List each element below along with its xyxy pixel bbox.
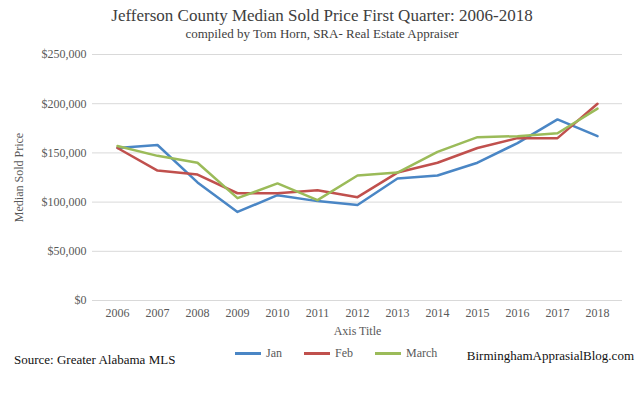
- svg-text:2012: 2012: [346, 306, 370, 320]
- svg-text:$150,000: $150,000: [42, 146, 87, 160]
- svg-text:2006: 2006: [106, 306, 130, 320]
- html-text:Source: Greater Alabama MLS: Source: Greater Alabama MLS: [14, 352, 176, 367]
- svg-text:2014: 2014: [426, 306, 450, 320]
- svg-text:2010: 2010: [266, 306, 290, 320]
- svg-text:Axis Title: Axis Title: [334, 324, 382, 338]
- svg-text:2008: 2008: [186, 306, 210, 320]
- svg-text:$250,000: $250,000: [42, 47, 87, 61]
- html-text:Jefferson County Median Sold P: Jefferson County Median Sold Price First…: [111, 6, 533, 25]
- svg-text:$100,000: $100,000: [42, 195, 87, 209]
- svg-text:$0: $0: [75, 293, 87, 307]
- html-text:March: March: [406, 346, 438, 360]
- svg-text:Median Sold Price: Median Sold Price: [12, 133, 26, 222]
- svg-text:2018: 2018: [586, 306, 610, 320]
- svg-text:2015: 2015: [466, 306, 490, 320]
- html-text:Jan: Jan: [266, 346, 282, 360]
- html-text:compiled by Tom Horn, SRA- Rea: compiled by Tom Horn, SRA- Real Estate A…: [185, 26, 459, 41]
- svg-text:2011: 2011: [306, 306, 330, 320]
- html-text:BirminghamApprasialBlog.com: BirminghamApprasialBlog.com: [466, 348, 634, 363]
- svg-text:$200,000: $200,000: [42, 97, 87, 111]
- svg-text:2016: 2016: [506, 306, 530, 320]
- html-text:Feb: Feb: [335, 346, 353, 360]
- svg-text:2013: 2013: [386, 306, 410, 320]
- svg-text:2017: 2017: [546, 306, 570, 320]
- svg-text:2007: 2007: [146, 306, 170, 320]
- svg-text:2009: 2009: [226, 306, 250, 320]
- svg-text:$50,000: $50,000: [48, 244, 87, 258]
